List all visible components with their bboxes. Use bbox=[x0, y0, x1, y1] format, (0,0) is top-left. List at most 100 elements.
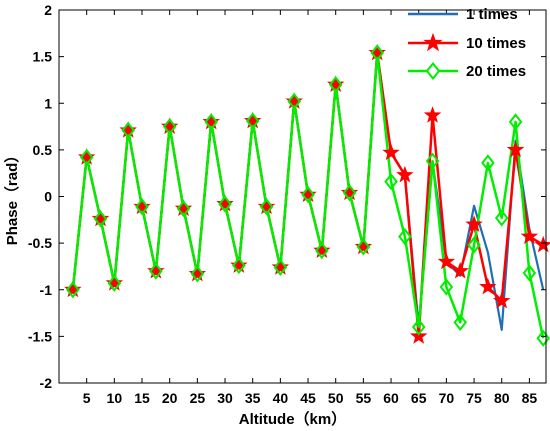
x-tick-label: 55 bbox=[356, 390, 372, 406]
data-point-diamond bbox=[315, 241, 329, 260]
x-tick-label: 70 bbox=[439, 390, 455, 406]
data-point-star bbox=[216, 194, 234, 212]
data-point-star bbox=[340, 183, 359, 201]
data-point-diamond bbox=[342, 184, 357, 202]
data-point-diamond bbox=[121, 121, 135, 139]
data-point-diamond bbox=[204, 113, 218, 131]
y-axis-label: Phase（rad） bbox=[3, 148, 21, 246]
data-point-diamond bbox=[328, 75, 343, 94]
data-point-diamond bbox=[453, 313, 467, 332]
x-tick-label: 25 bbox=[190, 390, 206, 406]
data-point-diamond bbox=[79, 148, 94, 166]
x-tick-label: 45 bbox=[300, 390, 316, 406]
legend-marker-star bbox=[423, 32, 443, 52]
legend-label-2: 10 times bbox=[466, 35, 526, 52]
plot-markers bbox=[64, 43, 550, 347]
y-tick-label: -1.5 bbox=[28, 328, 52, 344]
data-point-diamond bbox=[232, 256, 246, 275]
data-point-star bbox=[313, 241, 331, 259]
data-point-star bbox=[479, 277, 497, 295]
data-point-diamond bbox=[508, 113, 523, 131]
data-point-diamond bbox=[107, 274, 122, 292]
data-point-star bbox=[451, 261, 469, 279]
data-point-star bbox=[230, 256, 248, 273]
data-point-diamond bbox=[536, 329, 550, 347]
data-point-star bbox=[354, 237, 373, 255]
data-point-star bbox=[202, 112, 220, 130]
legend-label-1: 1 times bbox=[466, 6, 518, 23]
y-tick-label: -0.5 bbox=[28, 235, 52, 251]
data-point-diamond bbox=[384, 172, 398, 191]
data-point-star bbox=[174, 199, 193, 217]
data-point-diamond bbox=[245, 112, 260, 130]
x-tick-label: 65 bbox=[411, 390, 427, 406]
data-point-diamond bbox=[439, 278, 454, 296]
data-point-diamond bbox=[467, 236, 481, 254]
data-point-star bbox=[91, 209, 110, 227]
data-point-diamond bbox=[494, 209, 509, 227]
data-point-star bbox=[257, 197, 276, 215]
data-point-star bbox=[382, 143, 400, 161]
data-point-star bbox=[437, 252, 456, 270]
data-point-star bbox=[160, 117, 179, 134]
y-tick-label: 2 bbox=[44, 2, 52, 18]
data-point-diamond bbox=[135, 198, 149, 216]
data-point-star bbox=[64, 280, 82, 298]
data-point-star bbox=[271, 258, 290, 275]
data-point-diamond bbox=[425, 152, 440, 170]
data-point-diamond bbox=[411, 318, 426, 336]
x-tick-label: 60 bbox=[383, 390, 399, 406]
data-point-diamond bbox=[370, 44, 384, 62]
data-point-star bbox=[520, 227, 539, 245]
data-point-diamond bbox=[259, 198, 274, 216]
data-point-diamond bbox=[287, 92, 301, 111]
legend: 1 times 10 times 20 times bbox=[408, 6, 526, 81]
x-tick-label: 80 bbox=[494, 390, 510, 406]
data-point-star bbox=[133, 197, 151, 215]
legend-marker-diamond bbox=[425, 61, 441, 81]
x-tick-label: 20 bbox=[162, 390, 178, 406]
data-point-star bbox=[285, 92, 303, 109]
data-point-star bbox=[506, 140, 525, 158]
data-point-star bbox=[119, 121, 137, 138]
data-point-star bbox=[368, 43, 386, 61]
data-point-diamond bbox=[398, 227, 412, 246]
y-tick-label: -1 bbox=[40, 282, 53, 298]
y-tick-label: 0.5 bbox=[33, 142, 53, 158]
data-point-star bbox=[147, 261, 165, 279]
data-point-star bbox=[105, 274, 124, 291]
x-tick-label: 15 bbox=[134, 390, 150, 406]
data-point-diamond bbox=[522, 264, 537, 282]
data-point-diamond bbox=[481, 154, 495, 172]
y-tick-label: -2 bbox=[40, 375, 53, 391]
data-point-diamond bbox=[93, 210, 108, 228]
x-tick-label: 85 bbox=[522, 390, 538, 406]
data-point-diamond bbox=[273, 258, 288, 276]
data-point-star bbox=[243, 111, 262, 129]
data-point-diamond bbox=[66, 281, 80, 299]
x-tick-label: 5 bbox=[83, 390, 91, 406]
x-axis-label: Altitude（km） bbox=[239, 410, 347, 428]
data-point-diamond bbox=[190, 265, 205, 283]
data-point-star bbox=[299, 185, 317, 203]
data-point-star bbox=[188, 264, 207, 282]
data-point-star bbox=[423, 106, 442, 123]
data-point-diamond bbox=[218, 195, 232, 213]
y-tick-label: 0 bbox=[44, 189, 52, 205]
legend-label-3: 20 times bbox=[466, 63, 526, 80]
x-tick-label: 30 bbox=[217, 390, 233, 406]
x-ticks: 5 10 15 20 25 30 35 40 45 50 55 60 65 70 75 80 85 bbox=[83, 10, 538, 406]
data-point-diamond bbox=[162, 117, 177, 136]
data-point-diamond bbox=[356, 238, 371, 256]
x-tick-label: 40 bbox=[273, 390, 289, 406]
data-point-star bbox=[465, 215, 483, 232]
data-point-diamond bbox=[176, 200, 191, 218]
data-point-star bbox=[326, 75, 345, 93]
x-tick-label: 10 bbox=[107, 390, 123, 406]
y-tick-label: 1 bbox=[44, 95, 52, 111]
data-point-diamond bbox=[301, 186, 315, 204]
data-point-diamond bbox=[149, 262, 163, 280]
y-tick-label: 1.5 bbox=[33, 49, 53, 65]
data-point-star bbox=[77, 148, 96, 165]
